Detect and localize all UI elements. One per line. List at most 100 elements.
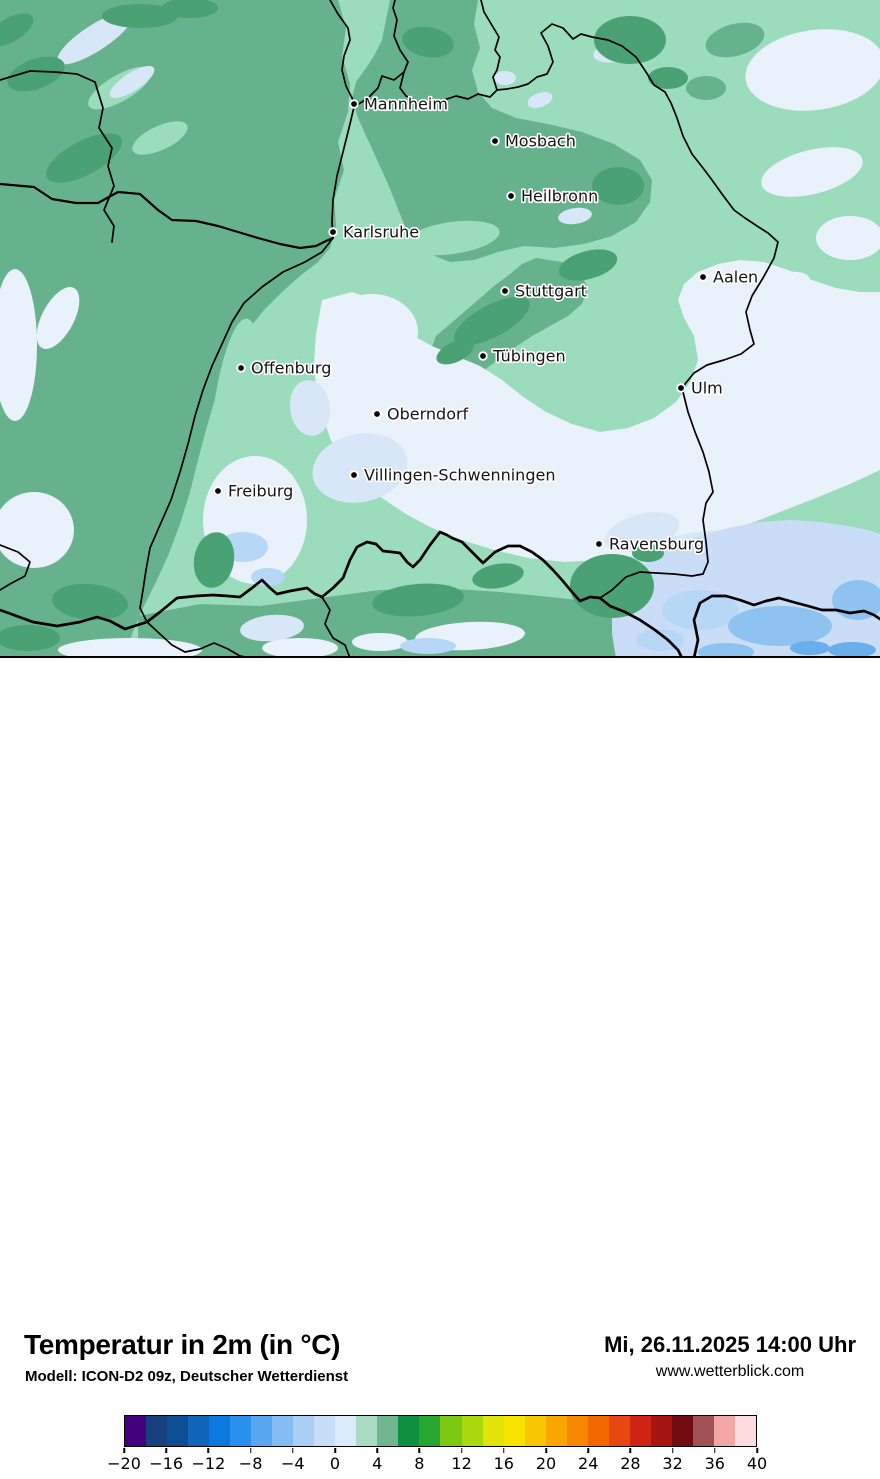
dark-green-spots-shape [648, 67, 688, 89]
border-rhine-loop-east [321, 596, 351, 658]
city-marker-stuttgart: Stuttgart [500, 280, 589, 302]
pale-cold-regions-shape [558, 207, 592, 225]
dark-green-spots-shape [570, 554, 654, 618]
region-kraichgau-medium-green [352, 0, 652, 262]
colorbar-segment-5 [230, 1416, 252, 1446]
pale-cold-regions-shape [745, 29, 880, 111]
blue-cold-regions-shape [828, 642, 876, 658]
colorbar-segment-8 [293, 1416, 315, 1446]
colorbar-tick-label--8: −8 [238, 1454, 263, 1473]
city-dot-villingen-schwenningen [349, 470, 359, 480]
pale-cold-regions-shape [761, 147, 863, 197]
colorbar-segment-14 [419, 1416, 441, 1446]
website-url: www.wetterblick.com [655, 1363, 805, 1380]
colorbar-segment-22 [587, 1416, 609, 1446]
colorbar-tick-label-20: 20 [535, 1454, 557, 1473]
pale-cold-regions-shape [494, 71, 516, 85]
pale-cold-regions-shape [605, 512, 679, 552]
blue-cold-regions-shape [832, 580, 880, 620]
pale-cold-regions-shape [326, 294, 418, 370]
border-austria-west [598, 596, 684, 658]
city-marker-oberndorf: Oberndorf [372, 403, 470, 425]
terrain-fills [0, 0, 880, 658]
colorbar-tick-label-32: 32 [662, 1454, 683, 1473]
colorbar-segment-3 [188, 1416, 210, 1446]
colorbar-segment-21 [566, 1416, 588, 1446]
colorbar-tick-4 [376, 1448, 378, 1453]
pale-cold-regions-shape [36, 287, 80, 349]
pale-cold-regions-shape [262, 638, 338, 658]
city-dot-offenburg [236, 363, 246, 373]
dark-green-spots-shape [0, 625, 60, 651]
pale-cold-regions-shape [57, 11, 133, 65]
city-dot-heilbronn [506, 191, 516, 201]
colorbar-tick--12 [207, 1448, 210, 1453]
border-bavaria-east [399, 23, 779, 599]
colorbar-tick-32 [671, 1448, 674, 1453]
city-marker-offenburg: Offenburg [236, 357, 333, 379]
blue-cold-regions-shape [790, 641, 830, 655]
colorbar-segment-24 [629, 1416, 651, 1446]
colorbar-tick-label-28: 28 [620, 1454, 641, 1473]
dark-green-spots [0, 0, 688, 651]
dark-green-spots-shape [454, 296, 530, 346]
map-divider [0, 656, 880, 658]
border-palatinate [0, 70, 115, 243]
colorbar-segment-2 [167, 1416, 189, 1446]
border-rhine-west [139, 0, 355, 621]
pale-cold-regions-shape [318, 360, 370, 424]
dark-green-spots-shape [0, 13, 34, 47]
border-hessen-north [353, 0, 409, 108]
colorbar-tick-label--16: −16 [149, 1454, 184, 1473]
colorbar-tick-label--12: −12 [191, 1454, 226, 1473]
colorbar-segment-10 [335, 1416, 357, 1446]
city-dot-mannheim [349, 99, 359, 109]
city-dot-freiburg [213, 486, 223, 496]
border-switzerland [0, 530, 602, 631]
colorbar-segment-7 [272, 1416, 294, 1446]
colorbar-tick-20 [545, 1448, 547, 1453]
dark-green-spots-shape [632, 544, 664, 562]
pale-cold-regions-shape [58, 638, 202, 658]
temperature-colorbar [124, 1415, 757, 1447]
colorbar-tick-16 [503, 1448, 505, 1453]
light-green-overlays-shape [404, 220, 500, 256]
colorbar-tick--8 [249, 1448, 252, 1453]
city-dot-ulm [676, 383, 686, 393]
dark-green-spots-shape [46, 133, 122, 183]
blue-cold-regions-shape [662, 590, 738, 630]
blue-cold-regions-shape [698, 643, 754, 658]
temperature-map: Mannheim Mosbach Heilbronn Karlsruhe Stuttga… [0, 0, 880, 658]
footer: Temperatur in 2m (in °C) Modell: ICON-D2… [0, 658, 880, 1473]
city-label-aalen: Aalen [713, 268, 758, 287]
colorbar-segment-19 [524, 1416, 546, 1446]
pale-cold-regions-shape [0, 269, 37, 421]
forecast-datetime: Mi, 26.11.2025 14:00 Uhr [604, 1332, 856, 1357]
pale-cold-regions-shape [289, 380, 331, 436]
colorbar-segment-4 [209, 1416, 231, 1446]
colorbar-tick-label-12: 12 [451, 1454, 472, 1473]
border-france-north [0, 182, 335, 250]
colorbar-tick-label-24: 24 [578, 1454, 599, 1473]
colorbar-segment-1 [146, 1416, 168, 1446]
city-label-ulm: Ulm [691, 379, 723, 398]
colorbar-tick-label-40: 40 [746, 1454, 768, 1473]
dark-green-spots-shape [472, 563, 524, 589]
pale-cold-regions-shape [734, 271, 810, 313]
light-green-overlays-shape [686, 76, 726, 100]
border-odenwald-branch [480, 0, 501, 91]
light-green-overlays-shape [132, 121, 188, 155]
city-dot-mosbach [490, 136, 500, 146]
city-dot-aalen [698, 272, 708, 282]
colorbar-segment-27 [692, 1416, 714, 1446]
blue-cold-regions-shape [400, 638, 456, 654]
border-france-southwest [0, 544, 31, 591]
model-info: Modell: ICON-D2 09z, Deutscher Wetterdie… [25, 1368, 349, 1385]
colorbar-segment-13 [398, 1416, 420, 1446]
colorbar-tick-24 [587, 1448, 589, 1453]
colorbar-axis: −20 −16 −12 −8 −4 0 4 8 12 16 20 24 28 32 36 40 [107, 1447, 767, 1479]
colorbar-segment-25 [650, 1416, 672, 1446]
colorbar-tick-label-4: 4 [372, 1454, 383, 1473]
colorbar-tick-label-0: 0 [329, 1454, 341, 1473]
